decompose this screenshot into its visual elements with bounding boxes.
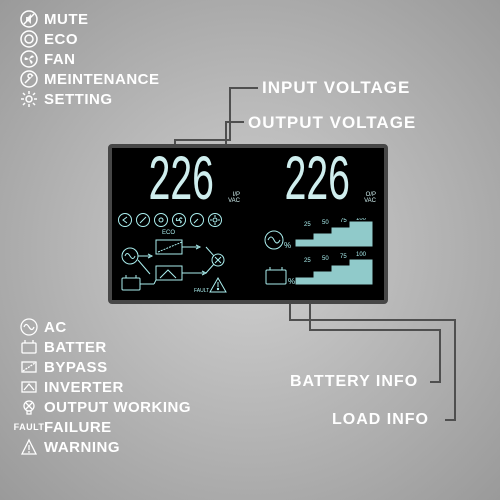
ip-bot: VAC: [228, 198, 240, 204]
wrench-icon: [20, 70, 38, 88]
callout-battery-info: BATTERY INFO: [290, 373, 418, 391]
legend-ac: AC: [20, 318, 191, 336]
legend-label: OUTPUT WORKING: [44, 399, 191, 416]
icon-strip: [118, 212, 244, 228]
svg-text:FAULT: FAULT: [194, 288, 209, 294]
output-unit: O/P VAC: [364, 192, 376, 204]
legend-label: BATTER: [44, 339, 107, 356]
strip-gear-icon: [208, 213, 222, 227]
legend-fan: FAN: [20, 50, 160, 68]
svg-text:50: 50: [322, 220, 329, 226]
battery-icon: [20, 338, 38, 356]
inverter-icon: [20, 378, 38, 396]
callout-load-info: LOAD INFO: [332, 411, 429, 429]
output-voltage-block: 226 O/P VAC: [248, 154, 384, 210]
legend-label: MEINTENANCE: [44, 71, 160, 88]
legend-label: AC: [44, 319, 67, 336]
legend-label: SETTING: [44, 91, 113, 108]
svg-text:%: %: [284, 241, 291, 250]
legend-label: ECO: [44, 31, 78, 48]
svg-text:100: 100: [356, 252, 367, 258]
legend-failure: FAULT FAILURE: [20, 418, 191, 436]
warning-icon: [20, 438, 38, 456]
legend-label: WARNING: [44, 439, 120, 456]
callout-output-voltage: OUTPUT VOLTAGE: [248, 113, 416, 133]
legend-bypass: BYPASS: [20, 358, 191, 376]
legend-label: FAILURE: [44, 419, 112, 436]
legend-label: FAN: [44, 51, 76, 68]
ac-icon: [20, 318, 38, 336]
bypass-icon: [20, 358, 38, 376]
legend-output-working: OUTPUT WORKING: [20, 398, 191, 416]
legend-bottom: AC BATTER BYPASS INVERTER OUTPUT WORKING…: [20, 318, 191, 458]
svg-text:75: 75: [340, 218, 347, 224]
load-battery-area: 25 50 75 100 % 25 50 75 100 %: [260, 218, 380, 298]
mute-icon: [20, 10, 38, 28]
input-unit: I/P VAC: [228, 192, 240, 204]
fault-text-icon: FAULT: [20, 418, 38, 436]
svg-text:75: 75: [340, 254, 347, 260]
strip-wrench-icon: [190, 213, 204, 227]
legend-label: MUTE: [44, 11, 89, 28]
strip-mute-icon: [136, 213, 150, 227]
eco-icon: [20, 30, 38, 48]
legend-battery: BATTER: [20, 338, 191, 356]
legend-inverter: INVERTER: [20, 378, 191, 396]
legend-setting: SETTING: [20, 90, 160, 108]
legend-maintenance: MEINTENANCE: [20, 70, 160, 88]
svg-text:%: %: [288, 277, 295, 286]
gear-icon: [20, 90, 38, 108]
input-voltage-value: 226: [147, 146, 212, 219]
digits-row: 226 I/P VAC 226 O/P VAC: [112, 154, 384, 210]
schematic-area: FAULT: [118, 236, 248, 294]
legend-eco: ECO: [20, 30, 160, 48]
svg-text:100: 100: [356, 218, 367, 222]
legend-label: BYPASS: [44, 359, 108, 376]
op-bot: VAC: [364, 198, 376, 204]
strip-back-icon: [118, 213, 132, 227]
output-voltage-value: 226: [283, 146, 348, 219]
legend-top: MUTE ECO FAN MEINTENANCE SETTING: [20, 10, 160, 110]
svg-text:50: 50: [322, 256, 329, 262]
lcd-panel: 226 I/P VAC 226 O/P VAC ECO: [108, 144, 388, 304]
callout-input-voltage: INPUT VOLTAGE: [262, 78, 410, 98]
svg-text:25: 25: [304, 222, 311, 228]
input-voltage-block: 226 I/P VAC: [112, 154, 248, 210]
legend-label: INVERTER: [44, 379, 124, 396]
legend-warning: WARNING: [20, 438, 191, 456]
fan-icon: [20, 50, 38, 68]
output-icon: [20, 398, 38, 416]
strip-eco-icon: [154, 213, 168, 227]
strip-fan-icon: [172, 213, 186, 227]
legend-mute: MUTE: [20, 10, 160, 28]
svg-text:25: 25: [304, 258, 311, 264]
